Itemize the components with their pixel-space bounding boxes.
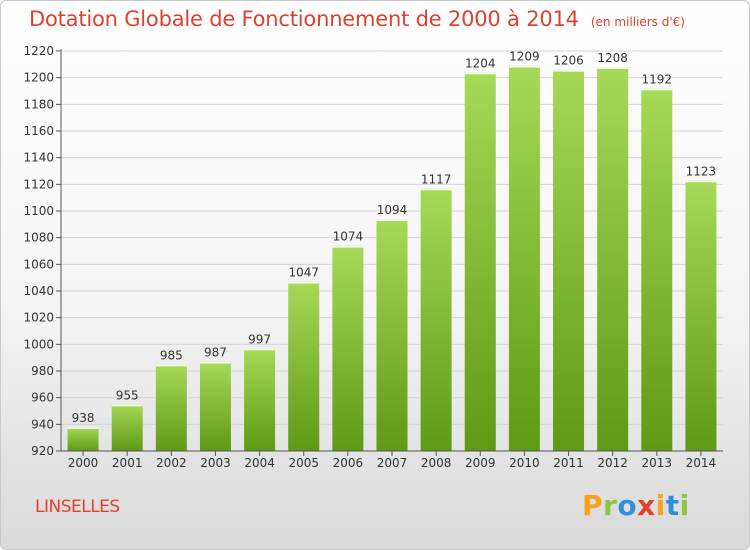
- x-tick-label: 2009: [465, 456, 496, 470]
- y-tick-label: 920: [31, 444, 54, 458]
- bar: [199, 361, 231, 451]
- proxiti-logo: Proxiti: [582, 489, 690, 522]
- data-label: 987: [204, 346, 227, 360]
- bar-top-highlight: [553, 69, 585, 72]
- y-tick-label: 1160: [23, 124, 54, 138]
- x-tick-label: 2014: [686, 456, 717, 470]
- bar-top-highlight: [597, 67, 629, 69]
- bar-top-highlight: [420, 188, 452, 191]
- x-tick-label: 2000: [68, 456, 99, 470]
- data-label: 938: [72, 411, 95, 425]
- axes: 920 940 960 980 1000 1020 1040 1060 1080 1100 1120…: [23, 44, 723, 470]
- chart-title: Dotation Globale de Fonctionnement de 20…: [29, 7, 579, 31]
- bar-top-highlight: [508, 65, 540, 68]
- data-label: 1209: [509, 50, 540, 64]
- x-tick-label: 2006: [333, 456, 364, 470]
- data-label: 1204: [465, 56, 496, 70]
- bar-top-highlight: [685, 180, 717, 183]
- data-label: 997: [248, 332, 271, 346]
- y-tick-label: 1180: [23, 97, 54, 111]
- bar: [553, 69, 585, 452]
- data-label: 1206: [553, 54, 584, 68]
- x-tick-label: 2003: [200, 456, 231, 470]
- bar: [420, 188, 452, 452]
- logo-letter: x: [637, 489, 656, 522]
- y-tick-label: 980: [31, 364, 54, 378]
- bar: [641, 88, 673, 451]
- logo-letter: o: [617, 489, 638, 522]
- bar-top-highlight: [244, 348, 276, 351]
- bar-top-highlight: [199, 361, 231, 364]
- bar-top-highlight: [288, 281, 320, 284]
- data-label: 955: [116, 388, 139, 402]
- x-tick-label: 2013: [642, 456, 673, 470]
- bar-top-highlight: [376, 219, 408, 221]
- data-label: 985: [160, 348, 183, 362]
- bar-top-highlight: [641, 88, 673, 91]
- x-tick-label: 2012: [597, 456, 628, 470]
- x-tick-label: 2004: [244, 456, 275, 470]
- y-tick-label: 1060: [23, 257, 54, 271]
- x-tick-label: 2010: [509, 456, 540, 470]
- y-tick-label: 1220: [23, 44, 54, 58]
- logo-letter: P: [582, 489, 604, 522]
- bar-top-highlight: [332, 245, 364, 248]
- data-label: 1047: [288, 266, 319, 280]
- y-tick-label: 1100: [23, 204, 54, 218]
- x-tick-label: 2001: [112, 456, 143, 470]
- bar: [597, 67, 629, 451]
- x-tick-label: 2005: [288, 456, 319, 470]
- x-tick-label: 2011: [553, 456, 584, 470]
- bar: [288, 281, 320, 451]
- bar: [244, 348, 276, 451]
- bar: [155, 364, 187, 451]
- y-tick-label: 1120: [23, 177, 54, 191]
- y-tick-label: 1140: [23, 151, 54, 165]
- data-label: 1074: [333, 230, 364, 244]
- data-label: 1094: [377, 203, 408, 217]
- bar: [376, 219, 408, 451]
- bar-top-highlight: [111, 404, 143, 407]
- bar: [464, 72, 496, 451]
- y-tick-label: 1080: [23, 231, 54, 245]
- chart-unit: (en milliers d'€): [590, 15, 685, 29]
- y-tick-label: 1200: [23, 71, 54, 85]
- y-tick-label: 1040: [23, 284, 54, 298]
- y-tick-label: 960: [31, 391, 54, 405]
- y-tick-label: 1000: [23, 337, 54, 351]
- logo-letter: i: [655, 489, 666, 522]
- bar: [685, 180, 717, 452]
- y-tick-label: 1020: [23, 311, 54, 325]
- data-label: 1192: [642, 72, 673, 86]
- bar-top-highlight: [67, 427, 99, 429]
- bar: [332, 245, 364, 451]
- bar-top-highlight: [464, 72, 496, 75]
- logo-letter: r: [603, 489, 618, 522]
- x-tick-label: 2002: [156, 456, 187, 470]
- data-label: 1117: [421, 172, 452, 186]
- x-tick-label: 2008: [421, 456, 452, 470]
- logo-letter: i: [679, 489, 690, 522]
- x-tick-label: 2007: [377, 456, 408, 470]
- bar: [111, 404, 143, 451]
- bar: [67, 427, 99, 451]
- data-label: 1123: [686, 164, 717, 178]
- logo-letter: t: [665, 489, 680, 522]
- chart-title-block: Dotation Globale de Fonctionnement de 20…: [29, 7, 685, 31]
- bars: 938 955 985 987 997 1047 1074 1094 1117 1204 1209 1…: [67, 50, 717, 452]
- place-name: LINSELLES: [35, 497, 120, 517]
- y-tick-label: 940: [31, 417, 54, 431]
- bar-top-highlight: [155, 364, 187, 367]
- bar: [508, 65, 540, 452]
- data-label: 1208: [597, 51, 628, 65]
